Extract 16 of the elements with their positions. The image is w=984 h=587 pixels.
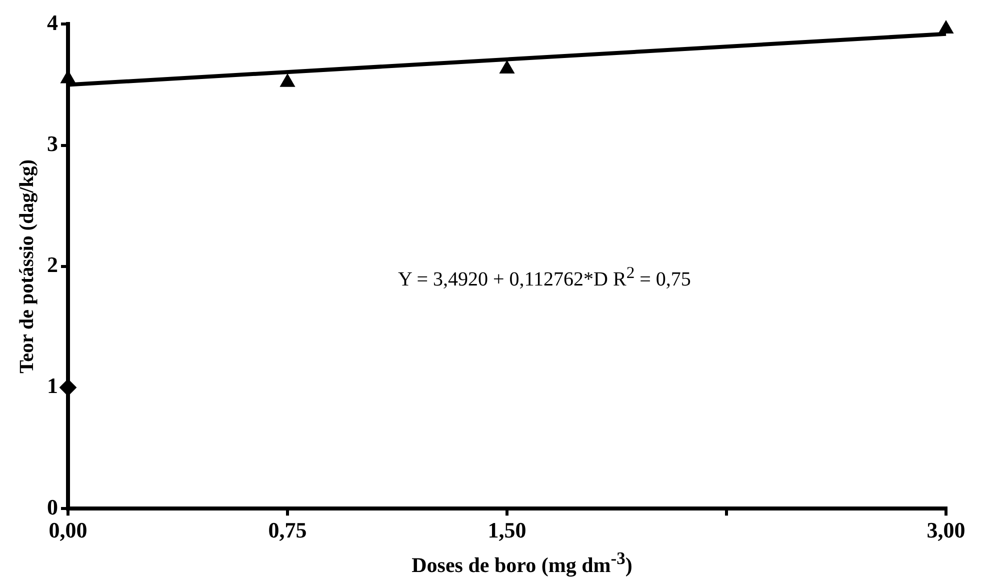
annotation: Y = 3,4920 + 0,112762*D R$^{2}$ = 0,75	[398, 263, 691, 292]
y-axis-title: Teor de potássio (dag/kg)	[16, 159, 38, 374]
x-tick-label: 0,00	[48, 517, 88, 542]
x-tick-label: 3,00	[926, 517, 966, 542]
point	[500, 60, 514, 74]
x-axis-title: Doses de boro (mg dm$^{-3}$)	[410, 548, 634, 578]
point	[60, 379, 76, 396]
y-tick-label: 1	[47, 373, 58, 398]
y-tick-label: 4	[47, 10, 58, 35]
x-tick-label: 0,75	[268, 517, 307, 542]
x-tick-label: 1,50	[488, 517, 526, 542]
y-tick-label: 3	[47, 130, 58, 156]
point	[938, 20, 954, 34]
point	[280, 74, 295, 87]
y-tick-label: 2	[47, 252, 58, 278]
y-tick-label: 0	[47, 494, 58, 520]
